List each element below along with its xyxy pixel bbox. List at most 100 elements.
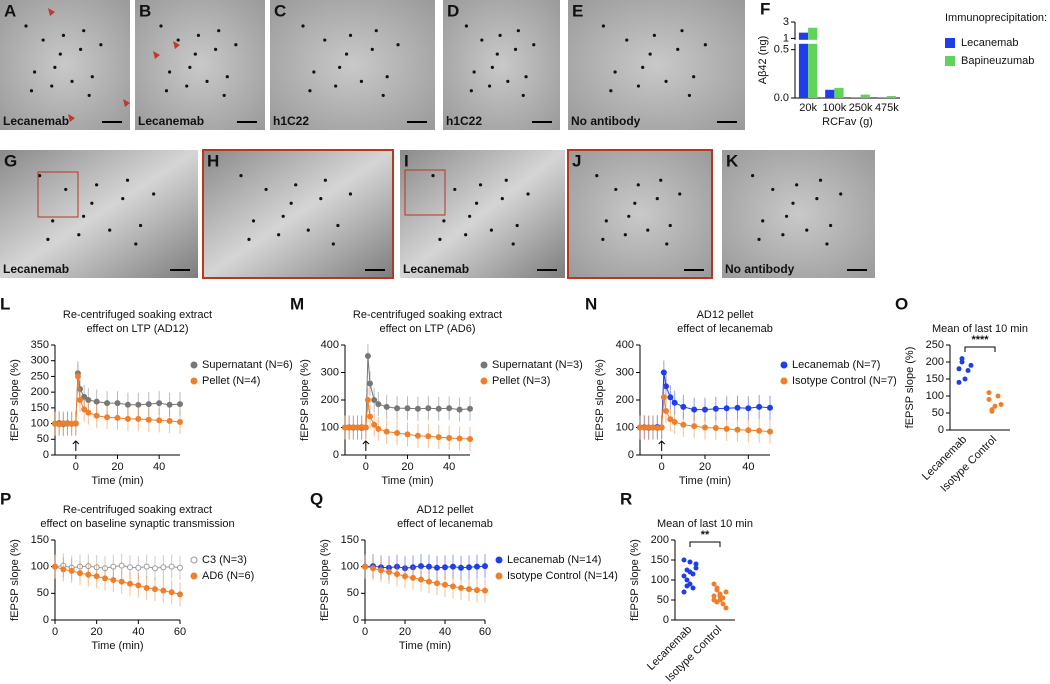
bar bbox=[808, 27, 818, 98]
chart-title: Mean of last 10 min bbox=[657, 518, 753, 530]
x-axis-label: Time (min) bbox=[399, 640, 451, 652]
data-point bbox=[745, 427, 752, 434]
data-point bbox=[68, 567, 75, 574]
gold-particle bbox=[513, 47, 518, 52]
bar bbox=[834, 87, 844, 98]
bar bbox=[860, 94, 870, 98]
data-point bbox=[135, 582, 142, 589]
y-tick-label: 50 bbox=[932, 407, 944, 419]
gold-particle bbox=[331, 242, 335, 246]
gold-particle bbox=[515, 223, 519, 228]
gold-particle bbox=[205, 79, 209, 83]
data-point bbox=[114, 414, 121, 421]
gold-particle bbox=[761, 219, 765, 223]
panel-letter: R bbox=[620, 489, 632, 508]
gold-particle bbox=[469, 89, 473, 93]
data-point bbox=[458, 585, 464, 591]
micrograph-label: Lecanemab bbox=[3, 262, 69, 276]
data-point bbox=[375, 425, 382, 432]
gold-particle bbox=[247, 237, 251, 241]
data-point bbox=[474, 587, 480, 594]
micrograph bbox=[0, 150, 198, 278]
legend-label: C3 (N=3) bbox=[202, 554, 247, 566]
data-point bbox=[998, 402, 1004, 407]
gold-particle bbox=[95, 183, 99, 187]
gold-particle bbox=[613, 70, 617, 74]
legend-label: Isotype Control (N=7) bbox=[792, 375, 897, 387]
legend-marker bbox=[780, 361, 788, 369]
panel-letter: F bbox=[760, 0, 770, 18]
x-tick-label: 0 bbox=[52, 626, 58, 638]
inset-box bbox=[37, 171, 79, 218]
x-axis-label: Time (min) bbox=[91, 475, 143, 487]
data-point bbox=[684, 583, 690, 589]
gold-particle bbox=[678, 192, 682, 196]
data-point bbox=[756, 403, 763, 410]
data-point bbox=[442, 564, 448, 571]
data-point bbox=[135, 415, 142, 422]
significance-bracket bbox=[689, 541, 721, 547]
panel-letter: E bbox=[572, 1, 583, 20]
gold-particle bbox=[442, 219, 446, 223]
gold-particle bbox=[500, 197, 504, 201]
legend-marker bbox=[495, 572, 503, 580]
chart-title: effect on LTP (AD12) bbox=[86, 323, 188, 335]
data-point bbox=[482, 563, 488, 570]
data-point bbox=[85, 409, 92, 416]
data-point bbox=[426, 578, 432, 585]
data-point bbox=[410, 574, 416, 581]
gold-particle bbox=[234, 43, 238, 47]
data-point bbox=[767, 428, 773, 435]
gold-particle bbox=[222, 93, 226, 98]
gold-particle bbox=[41, 38, 45, 42]
gold-particle bbox=[648, 52, 652, 56]
data-point bbox=[152, 565, 158, 572]
data-point bbox=[104, 400, 111, 407]
gold-particle bbox=[77, 233, 81, 237]
gold-particle bbox=[214, 47, 218, 52]
gold-particle bbox=[81, 214, 86, 218]
gold-particle bbox=[829, 223, 833, 228]
legend-label: Supernatant (N=3) bbox=[492, 359, 583, 371]
data-point bbox=[383, 403, 390, 410]
data-point bbox=[680, 403, 687, 410]
y-tick-label: 0 bbox=[43, 614, 49, 626]
inset-box bbox=[404, 169, 446, 216]
panel-letter: A bbox=[4, 1, 16, 20]
data-point bbox=[371, 397, 378, 403]
data-point bbox=[425, 405, 432, 412]
gold-particle bbox=[239, 174, 243, 178]
data-point bbox=[956, 366, 962, 372]
data-point bbox=[177, 591, 183, 598]
data-point bbox=[434, 564, 440, 571]
micrograph-label: Lecanemab bbox=[138, 114, 204, 128]
legend-marker bbox=[190, 572, 198, 580]
gold-particle bbox=[125, 178, 130, 182]
gold-particle bbox=[464, 233, 468, 237]
data-point bbox=[734, 404, 741, 411]
gold-particle bbox=[676, 47, 680, 52]
gold-particle bbox=[474, 201, 479, 205]
panel-letter: J bbox=[572, 151, 581, 170]
chart-title: effect of lecanemab bbox=[677, 323, 773, 335]
data-point bbox=[145, 416, 152, 423]
gold-particle bbox=[134, 242, 138, 246]
gold-particle bbox=[319, 197, 323, 201]
data-point bbox=[467, 436, 473, 443]
gold-particle bbox=[521, 93, 525, 98]
data-point bbox=[118, 578, 125, 585]
data-point bbox=[450, 563, 456, 570]
data-point bbox=[93, 573, 100, 580]
gold-particle bbox=[29, 89, 34, 93]
gold-particle bbox=[431, 174, 435, 178]
gold-particle bbox=[217, 29, 221, 33]
panel-letter: K bbox=[726, 151, 739, 170]
gold-particle bbox=[655, 197, 659, 201]
data-point bbox=[114, 400, 121, 407]
gold-particle bbox=[532, 43, 536, 47]
gold-particle bbox=[32, 70, 37, 74]
micrograph bbox=[568, 0, 745, 130]
gold-particle bbox=[487, 84, 492, 88]
gold-particle bbox=[348, 33, 353, 37]
